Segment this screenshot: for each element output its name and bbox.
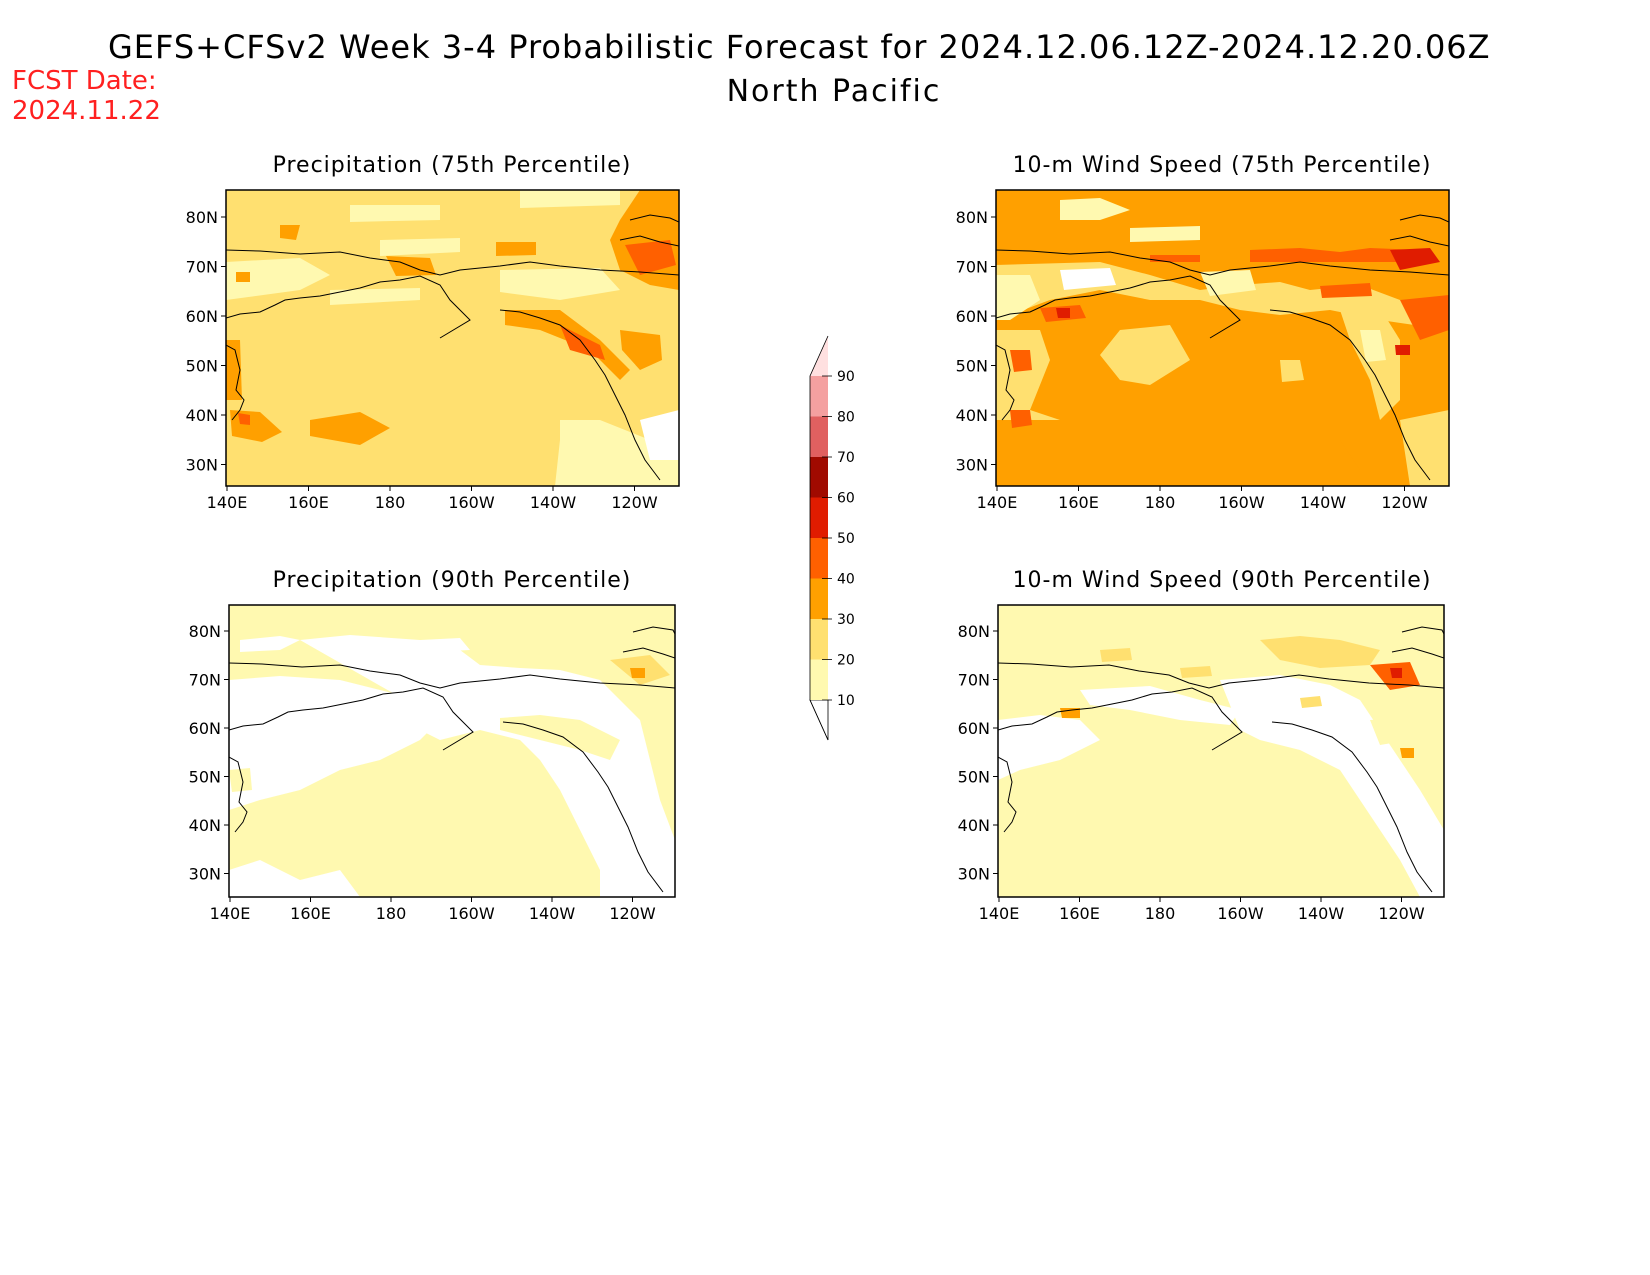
- panel-title-wind-90: 10-m Wind Speed (90th Percentile): [1013, 568, 1432, 593]
- colorbar-segment-4: [810, 497, 828, 538]
- colorbar-label-5: 60: [837, 491, 855, 507]
- forecast-date: FCST Date: 2024.11.22: [12, 66, 161, 126]
- colorbar-label-6: 70: [837, 450, 855, 466]
- y-tick-label-wind-90-2: 60N: [958, 719, 990, 738]
- region-title: North Pacific: [726, 74, 942, 109]
- axis-labels: 140E 160E 180 160W 140W 120W 80N 70N 60N 50N 40N 30…: [186, 208, 1428, 923]
- y-tick-label-precip-75-5: 30N: [186, 456, 218, 475]
- colorbar-segment-1: [810, 619, 828, 660]
- x-tick-label-precip-75-2: 180: [375, 493, 406, 512]
- y-tick-label-precip-75-2: 60N: [186, 307, 218, 326]
- colorbar-segment-0: [810, 659, 828, 700]
- colorbar-segment-6: [810, 416, 828, 457]
- panel-wind-75: 10-m Wind Speed (75th Percentile): [995, 153, 1450, 487]
- x-tick-label-precip-90-0: 140E: [210, 904, 251, 923]
- y-tick-label-precip-90-3: 50N: [189, 768, 221, 787]
- colorbar-segment-2: [810, 578, 828, 619]
- colorbar-label-8: 90: [837, 369, 855, 385]
- map-field-precip-75: [226, 190, 679, 486]
- main-title: GEFS+CFSv2 Week 3-4 Probabilistic Foreca…: [108, 28, 1491, 66]
- colorbar-label-3: 40: [837, 572, 855, 588]
- x-tick-label-precip-75-0: 140E: [207, 493, 248, 512]
- x-tick-label-wind-90-4: 140W: [1298, 904, 1345, 923]
- x-tick-label-precip-75-4: 140W: [530, 493, 577, 512]
- x-tick-label-wind-90-3: 160W: [1217, 904, 1264, 923]
- panel-precip-90: Precipitation (90th Percentile): [228, 568, 676, 898]
- x-tick-label-precip-75-3: 160W: [448, 493, 495, 512]
- map-frame-wind-90: [997, 604, 1445, 898]
- colorbar-label-4: 50: [837, 531, 855, 547]
- x-tick-label-wind-75-1: 160E: [1058, 493, 1099, 512]
- x-tick-label-wind-90-2: 180: [1145, 904, 1176, 923]
- y-tick-label-wind-75-3: 50N: [956, 357, 988, 376]
- y-tick-label-precip-75-4: 40N: [186, 406, 218, 425]
- panel-title-wind-75: 10-m Wind Speed (75th Percentile): [1013, 153, 1432, 178]
- forecast-date-value: 2024.11.22: [12, 96, 161, 126]
- colorbar-label-7: 80: [837, 410, 855, 426]
- forecast-date-label: FCST Date:: [12, 66, 157, 96]
- x-tick-label-wind-90-1: 160E: [1059, 904, 1100, 923]
- panel-title-precip-90: Precipitation (90th Percentile): [273, 568, 632, 593]
- y-tick-label-precip-75-3: 50N: [186, 357, 218, 376]
- colorbar-label-1: 20: [837, 653, 855, 669]
- y-tick-label-wind-90-0: 80N: [958, 622, 990, 641]
- y-tick-label-precip-90-0: 80N: [189, 622, 221, 641]
- panel-title-precip-75: Precipitation (75th Percentile): [273, 153, 632, 178]
- y-tick-label-precip-90-5: 30N: [189, 865, 221, 884]
- x-tick-label-precip-90-5: 120W: [609, 904, 656, 923]
- x-tick-label-wind-75-4: 140W: [1300, 493, 1347, 512]
- y-tick-label-precip-90-2: 60N: [189, 719, 221, 738]
- x-tick-label-wind-90-0: 140E: [979, 904, 1020, 923]
- x-tick-label-precip-90-4: 140W: [529, 904, 576, 923]
- map-frame-wind-75: [995, 189, 1450, 487]
- x-tick-label-precip-75-1: 160E: [288, 493, 329, 512]
- map-field-wind-90: [998, 605, 1444, 897]
- y-tick-label-precip-90-4: 40N: [189, 816, 221, 835]
- x-tick-label-wind-75-3: 160W: [1218, 493, 1265, 512]
- y-tick-label-wind-90-5: 30N: [958, 865, 990, 884]
- x-tick-label-precip-75-5: 120W: [611, 493, 658, 512]
- x-tick-label-wind-90-5: 120W: [1378, 904, 1425, 923]
- y-tick-label-wind-75-0: 80N: [956, 208, 988, 227]
- panel-precip-75: Precipitation (75th Percentile): [225, 153, 680, 487]
- colorbar-label-2: 30: [837, 612, 855, 628]
- x-tick-label-precip-90-2: 180: [376, 904, 407, 923]
- x-tick-label-precip-90-1: 160E: [290, 904, 331, 923]
- map-field-wind-75: [996, 190, 1449, 486]
- y-tick-label-wind-90-3: 50N: [958, 768, 990, 787]
- colorbar-outline: [809, 335, 829, 741]
- colorbar-segment-3: [810, 538, 828, 579]
- y-tick-label-precip-90-1: 70N: [189, 671, 221, 690]
- y-tick-label-precip-75-0: 80N: [186, 208, 218, 227]
- x-tick-label-precip-90-3: 160W: [448, 904, 495, 923]
- colorbar: 10 20 30 40 50 60 70 80 90: [809, 335, 855, 741]
- y-tick-label-wind-90-4: 40N: [958, 816, 990, 835]
- colorbar-label-0: 10: [837, 693, 855, 709]
- map-frame-precip-90: [228, 604, 676, 898]
- x-tick-label-wind-75-5: 120W: [1381, 493, 1428, 512]
- y-tick-label-wind-75-5: 30N: [956, 456, 988, 475]
- map-frame-precip-75: [225, 189, 680, 487]
- x-tick-label-wind-75-2: 180: [1145, 493, 1176, 512]
- y-tick-label-wind-90-1: 70N: [958, 671, 990, 690]
- colorbar-segment-5: [810, 457, 828, 498]
- panel-wind-90: 10-m Wind Speed (90th Percentile): [997, 568, 1445, 898]
- y-tick-label-precip-75-1: 70N: [186, 258, 218, 277]
- y-tick-label-wind-75-2: 60N: [956, 307, 988, 326]
- y-tick-label-wind-75-1: 70N: [956, 258, 988, 277]
- map-field-precip-90: [229, 605, 675, 897]
- colorbar-segment-7: [810, 376, 828, 417]
- y-tick-label-wind-75-4: 40N: [956, 406, 988, 425]
- x-tick-label-wind-75-0: 140E: [977, 493, 1018, 512]
